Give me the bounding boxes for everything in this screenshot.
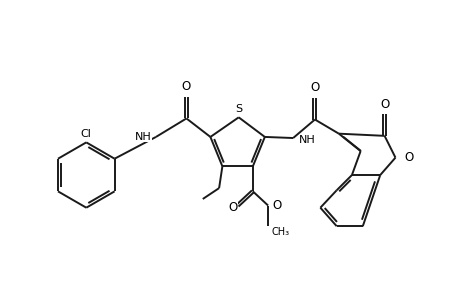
Text: NH: NH [298,135,315,145]
Text: O: O [379,98,388,111]
Text: NH: NH [134,132,151,142]
Text: Cl: Cl [81,129,91,139]
Text: CH₃: CH₃ [271,226,289,237]
Text: O: O [181,80,190,93]
Text: O: O [403,151,413,164]
Text: O: O [272,199,281,212]
Text: O: O [228,201,237,214]
Text: S: S [235,103,242,114]
Text: O: O [310,81,319,94]
